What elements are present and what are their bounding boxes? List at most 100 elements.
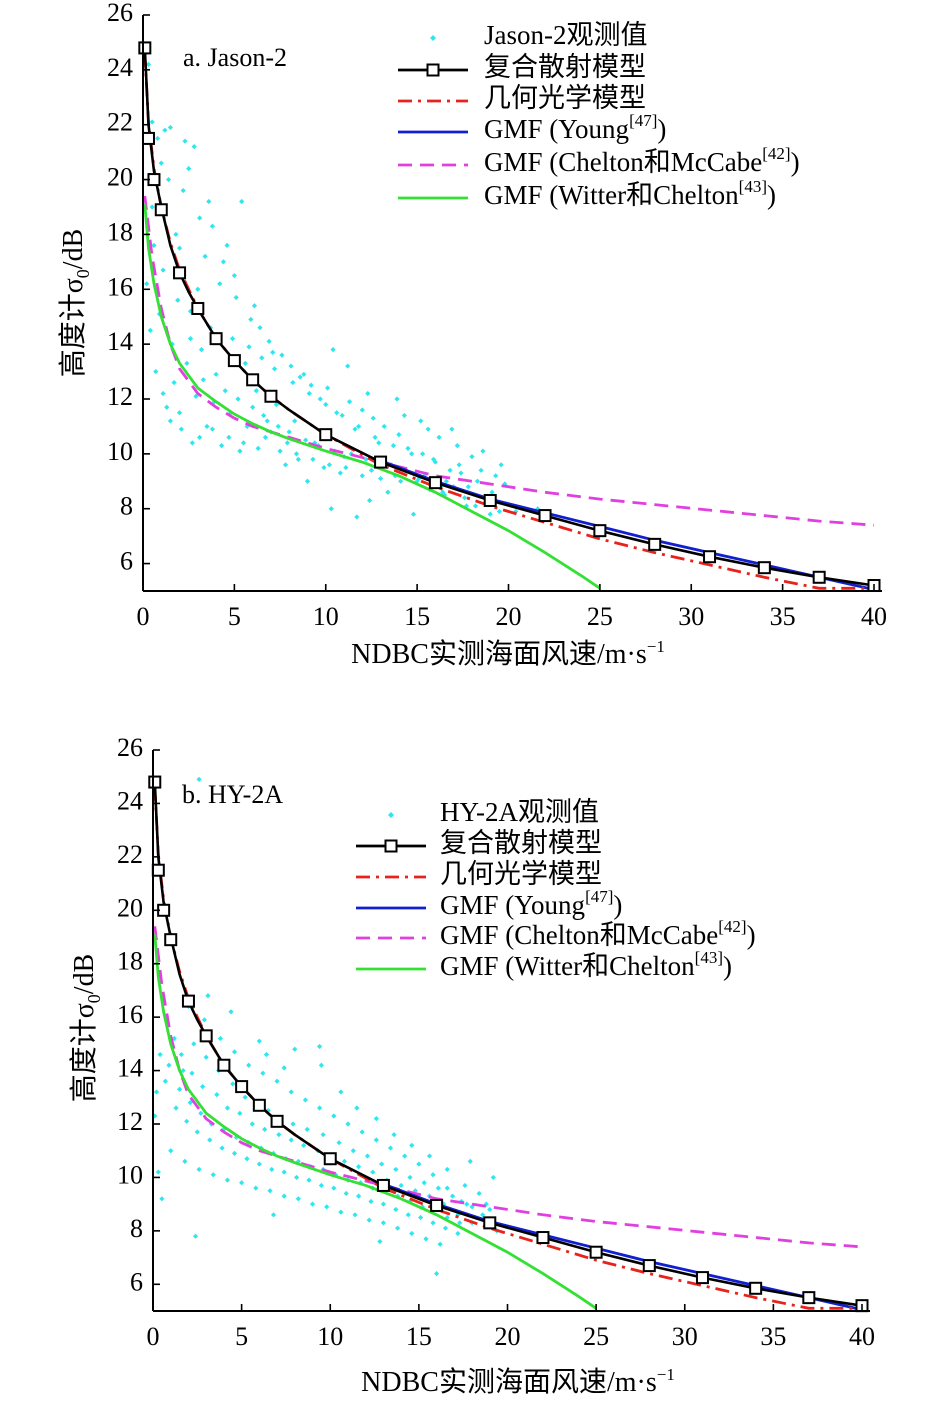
scatter-point (421, 1180, 427, 1186)
scatter-point (187, 336, 194, 342)
scatter-point (320, 1132, 326, 1138)
y-tick-label: 8 (130, 1214, 143, 1243)
series-marker (154, 203, 168, 217)
scatter-point (398, 1182, 404, 1189)
y-tick-label: 8 (120, 492, 133, 521)
x-tick-label: 20 (496, 602, 522, 631)
chart-panel-b: 0 5 10 15 20 25 30 35 40 6 8 10 12 14 16 18 20 22 24 26 b. H… (68, 733, 875, 1398)
scatter-point (288, 1089, 294, 1095)
scatter-point (274, 1078, 280, 1084)
y-tick-label: 24 (107, 53, 133, 82)
scatter-point (182, 1158, 188, 1164)
series-marker (374, 455, 388, 469)
scatter-point (496, 508, 502, 515)
scatter-point (173, 1105, 179, 1111)
scatter-point (270, 1212, 277, 1218)
scatter-point (396, 432, 402, 438)
scatter-point (180, 1067, 186, 1074)
scatter-point (248, 316, 254, 323)
y-tick-label: 10 (107, 437, 133, 466)
scatter-point (318, 1182, 324, 1189)
scatter-point (312, 440, 318, 446)
scatter-point (356, 1164, 362, 1170)
scatter-point (159, 1196, 165, 1202)
scatter-point (233, 1134, 239, 1140)
scatter-point (455, 1230, 461, 1237)
scatter-point (331, 1185, 337, 1191)
scatter-point (286, 429, 292, 435)
scatter-point (323, 401, 329, 408)
scatter-point (224, 1177, 231, 1183)
scatter-point (266, 338, 272, 344)
scatter-point (309, 1201, 316, 1207)
y-tick-label: 18 (107, 217, 133, 246)
scatter-point (219, 1145, 225, 1151)
series-line-4 (153, 934, 597, 1310)
y-tick-label: 16 (117, 1000, 143, 1029)
scatter-point (228, 1009, 234, 1015)
scatter-point (444, 1166, 450, 1173)
scatter-point (317, 1043, 323, 1050)
series-marker (648, 537, 662, 551)
scatter-point (302, 1097, 309, 1103)
y-tick-label: 14 (107, 327, 133, 356)
scatter-point (167, 418, 174, 424)
scatter-point (260, 1070, 266, 1076)
series-marker (227, 354, 241, 368)
scatter-point (385, 489, 391, 495)
panel-label: b. HY-2A (182, 780, 283, 809)
scatter-point (173, 231, 179, 238)
scatter-point (277, 448, 283, 454)
scatter-point (304, 1126, 310, 1132)
scatter-series (144, 61, 541, 520)
legend-label-0: 复合散射模型 (440, 828, 602, 858)
x-axis-title: NDBC实测海面风速/m·s−1 (351, 637, 665, 670)
scatter-point (474, 478, 481, 484)
scatter-point (363, 456, 369, 462)
scatter-point (197, 434, 203, 440)
scatter-point (338, 1089, 344, 1095)
scatter-point (218, 443, 225, 449)
scatter-point (405, 445, 411, 451)
scatter-point (176, 410, 183, 416)
scatter-point (279, 352, 285, 358)
scatter-point (498, 462, 504, 468)
scatter-point (189, 440, 195, 446)
series-marker (642, 1259, 656, 1273)
scatter-point (270, 349, 276, 355)
x-tick-label: 30 (678, 602, 704, 631)
scatter-point (149, 119, 155, 125)
scatter-point (354, 1105, 360, 1111)
scatter-point (284, 440, 290, 446)
scatter-point (338, 1209, 344, 1215)
scatter-point (160, 390, 166, 397)
legend-marker (426, 63, 440, 77)
series-marker (428, 476, 442, 490)
scatter-point (489, 489, 495, 495)
series-marker (538, 509, 552, 523)
y-tick-label: 18 (117, 947, 143, 976)
scatter-point (356, 1193, 362, 1199)
scatter-point (393, 1166, 399, 1173)
scatter-point (178, 1051, 184, 1058)
panel-label: a. Jason-2 (183, 43, 287, 72)
scatter-point (151, 242, 157, 248)
y-tick-label: 16 (107, 272, 133, 301)
scatter-point (380, 1220, 387, 1226)
scatter-point (377, 475, 384, 482)
legend-label-scatter: HY-2A观测值 (440, 797, 599, 827)
series-line-2 (380, 459, 875, 591)
scatter-point (292, 418, 298, 424)
scatter-point (147, 327, 153, 334)
scatter-point (393, 1206, 399, 1213)
scatter-point (237, 1110, 243, 1116)
scatter-point (341, 1158, 348, 1164)
scatter-point (160, 267, 166, 273)
scatter-point (359, 407, 365, 413)
scatter-point (379, 1161, 385, 1167)
scatter-point (465, 484, 471, 490)
scatter-point (271, 366, 278, 372)
scatter-point (166, 1062, 172, 1068)
y-tick-label: 6 (120, 547, 133, 576)
scatter-point (402, 1153, 408, 1159)
